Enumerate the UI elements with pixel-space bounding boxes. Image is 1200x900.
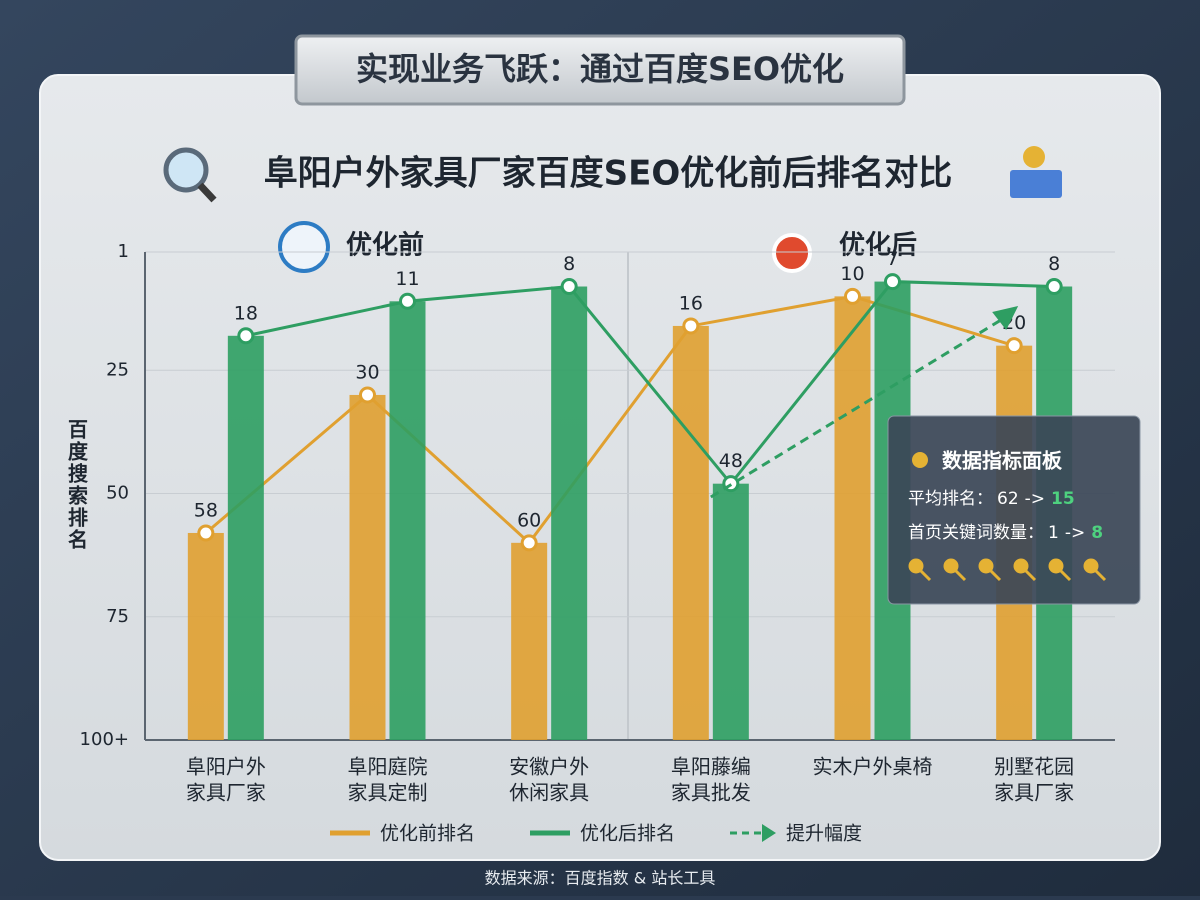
legend-label: 优化前排名: [380, 823, 475, 845]
y-tick-label: 50: [106, 483, 129, 504]
trend-arrow: [710, 316, 1005, 499]
x-tick-label: 家具定制: [348, 781, 428, 805]
value-label: 16: [679, 292, 703, 314]
value-label: 58: [194, 499, 218, 521]
panel-title: 数据指标面板: [942, 449, 1063, 473]
y-tick-label: 100+: [80, 729, 129, 750]
x-tick-label: 休闲家具: [509, 781, 589, 805]
point: [237, 327, 255, 345]
value-label: 30: [355, 361, 379, 383]
point: [844, 287, 861, 305]
y-tick-label: 75: [106, 606, 129, 627]
panel-value: 8: [1091, 523, 1103, 543]
x-tick-label: 家具批发: [671, 781, 751, 805]
chart-title: 阜阳户外家具厂家百度SEO优化前后排名对比: [264, 154, 953, 194]
line: [245, 280, 1055, 487]
x-tick-label: 阜阳户外: [186, 755, 266, 779]
legend-label: 提升幅度: [786, 823, 862, 845]
point: [1045, 278, 1063, 296]
trophy-icon: [1023, 146, 1045, 168]
bar: [389, 301, 426, 740]
x-tick-label: 别墅花园: [994, 755, 1074, 779]
value-label: 8: [1048, 253, 1060, 275]
bar: [672, 325, 709, 740]
key-icons: [908, 558, 1107, 582]
x-tick-label: 阜阳庭院: [348, 755, 428, 779]
banner-box: [294, 34, 906, 106]
bar: [187, 532, 224, 740]
value-label: 11: [395, 268, 419, 290]
y-tick-label: 1: [118, 241, 129, 262]
value-label: 60: [517, 509, 541, 531]
trend-arrow-head: [992, 306, 1019, 330]
point: [884, 273, 901, 291]
panel-label: 平均排名：: [908, 489, 993, 509]
section-label: 优化前: [346, 230, 424, 261]
banner: 实现业务飞跃：通过百度SEO优化: [356, 50, 844, 88]
panel-value: 62: [997, 489, 1019, 509]
x-tick-label: 家具厂家: [994, 781, 1074, 805]
value-label: 18: [234, 302, 258, 324]
y-tick-label: 25: [106, 359, 129, 380]
panel-label: 首页关键词数量：: [908, 523, 1044, 543]
bar: [511, 542, 548, 740]
legend-swatch: [762, 824, 776, 842]
point: [399, 292, 416, 310]
x-tick-label: 实木户外桌椅: [813, 755, 933, 779]
value-label: 7: [886, 248, 898, 270]
value-label: 8: [563, 253, 575, 275]
point: [1005, 337, 1023, 355]
panel-value: 1: [1048, 523, 1059, 543]
legend-label: 优化后排名: [580, 823, 675, 845]
bar: [551, 286, 588, 740]
x-tick-label: 家具厂家: [186, 781, 266, 805]
point: [197, 524, 215, 542]
panel-box: [887, 415, 1141, 605]
panel-row: 首页关键词数量： 1 -> 8: [908, 523, 1103, 543]
magnifier-icon: [163, 147, 209, 193]
section-label: 优化后: [839, 231, 917, 261]
panel-arrow: ->: [1065, 523, 1085, 543]
value-label: 10: [840, 263, 864, 285]
panel-arrow: ->: [1025, 489, 1045, 509]
x-tick-label: 阜阳藤编: [671, 755, 751, 779]
bar: [227, 335, 264, 740]
panel-icon: [912, 452, 928, 468]
point: [560, 278, 578, 296]
point: [682, 317, 700, 335]
x-tick-label: 安徽户外: [509, 755, 589, 779]
compass-icon: [278, 221, 330, 273]
value-label: 48: [719, 450, 743, 472]
target-icon: [772, 233, 812, 273]
magnifier-handle: [197, 182, 217, 203]
point: [520, 534, 538, 552]
source: 数据来源：百度指数 & 站长工具: [485, 869, 716, 888]
bar: [349, 394, 386, 740]
bar: [712, 483, 749, 740]
panel-row: 平均排名： 62 -> 15: [908, 489, 1075, 509]
panel-value: 15: [1051, 489, 1075, 509]
y-axis-label: 百度搜索排名: [65, 419, 89, 551]
bar: [834, 296, 871, 740]
point: [359, 386, 376, 404]
podium-icon: [1010, 170, 1062, 198]
